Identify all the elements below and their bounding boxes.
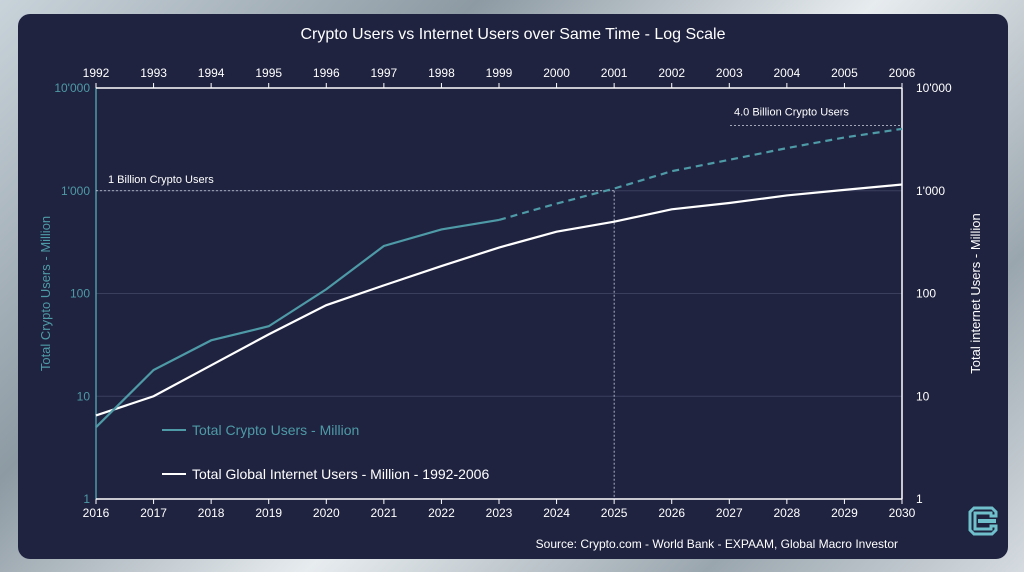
legend-label-internet: Total Global Internet Users - Million - …	[192, 466, 489, 482]
y-tick-label-left: 100	[70, 287, 90, 301]
x-tick-label-top: 2002	[658, 66, 685, 80]
x-tick-label-bottom: 2020	[313, 506, 340, 520]
x-tick-label-bottom: 2026	[658, 506, 685, 520]
x-tick-label-top: 1997	[371, 66, 398, 80]
x-tick-label-bottom: 2016	[83, 506, 110, 520]
chart-panel: Crypto Users vs Internet Users over Same…	[18, 14, 1008, 559]
x-tick-label-bottom: 2028	[774, 506, 801, 520]
y-tick-label-left: 1	[83, 492, 90, 506]
x-tick-label-top: 2000	[543, 66, 570, 80]
crypto-users-projection-line	[498, 127, 903, 221]
y-tick-label-left: 1'000	[61, 184, 90, 198]
y-tick-label-left: 10'000	[54, 81, 90, 95]
x-tick-label-top: 1993	[140, 66, 167, 80]
x-tick-label-top: 1996	[313, 66, 340, 80]
x-tick-label-bottom: 2029	[831, 506, 858, 520]
x-tick-label-bottom: 2019	[255, 506, 282, 520]
x-tick-label-bottom: 2023	[486, 506, 513, 520]
x-tick-label-bottom: 2027	[716, 506, 743, 520]
x-tick-label-top: 1999	[486, 66, 513, 80]
x-tick-label-bottom: 2022	[428, 506, 455, 520]
x-tick-label-top: 1995	[255, 66, 282, 80]
crypto-users-line	[95, 218, 500, 428]
x-tick-label-bottom: 2024	[543, 506, 570, 520]
x-tick-label-top: 2003	[716, 66, 743, 80]
y-tick-label-left: 10	[77, 389, 91, 403]
x-tick-label-top: 2006	[889, 66, 916, 80]
y-tick-label-right: 10	[916, 389, 930, 403]
y-tick-label-right: 10'000	[916, 81, 952, 95]
x-tick-label-bottom: 2025	[601, 506, 628, 520]
y-tick-label-right: 1	[916, 492, 923, 506]
x-tick-label-top: 1994	[198, 66, 225, 80]
x-tick-label-top: 1992	[83, 66, 110, 80]
annotation-label-4b: 4.0 Billion Crypto Users	[734, 107, 849, 119]
y-tick-label-right: 100	[916, 287, 936, 301]
chart: Crypto Users vs Internet Users over Same…	[38, 26, 983, 551]
x-tick-label-bottom: 2018	[198, 506, 225, 520]
x-tick-label-top: 2004	[774, 66, 801, 80]
y-axis-title-left: Total Crypto Users - Million	[38, 216, 53, 371]
y-tick-label-right: 1'000	[916, 184, 945, 198]
legend-label-crypto: Total Crypto Users - Million	[192, 422, 359, 438]
x-tick-label-bottom: 2021	[371, 506, 398, 520]
x-tick-label-bottom: 2030	[889, 506, 916, 520]
company-logo-icon	[968, 506, 998, 536]
x-tick-label-top: 2001	[601, 66, 628, 80]
x-tick-label-top: 1998	[428, 66, 455, 80]
internet-users-line	[95, 183, 903, 417]
y-axis-title-right: Total internet Users - Million	[968, 213, 983, 373]
source-note: Source: Crypto.com - World Bank - EXPAAM…	[536, 537, 898, 551]
x-tick-label-top: 2005	[831, 66, 858, 80]
x-tick-label-bottom: 2017	[140, 506, 167, 520]
annotation-label-1b: 1 Billion Crypto Users	[108, 174, 214, 186]
chart-title: Crypto Users vs Internet Users over Same…	[300, 26, 725, 43]
